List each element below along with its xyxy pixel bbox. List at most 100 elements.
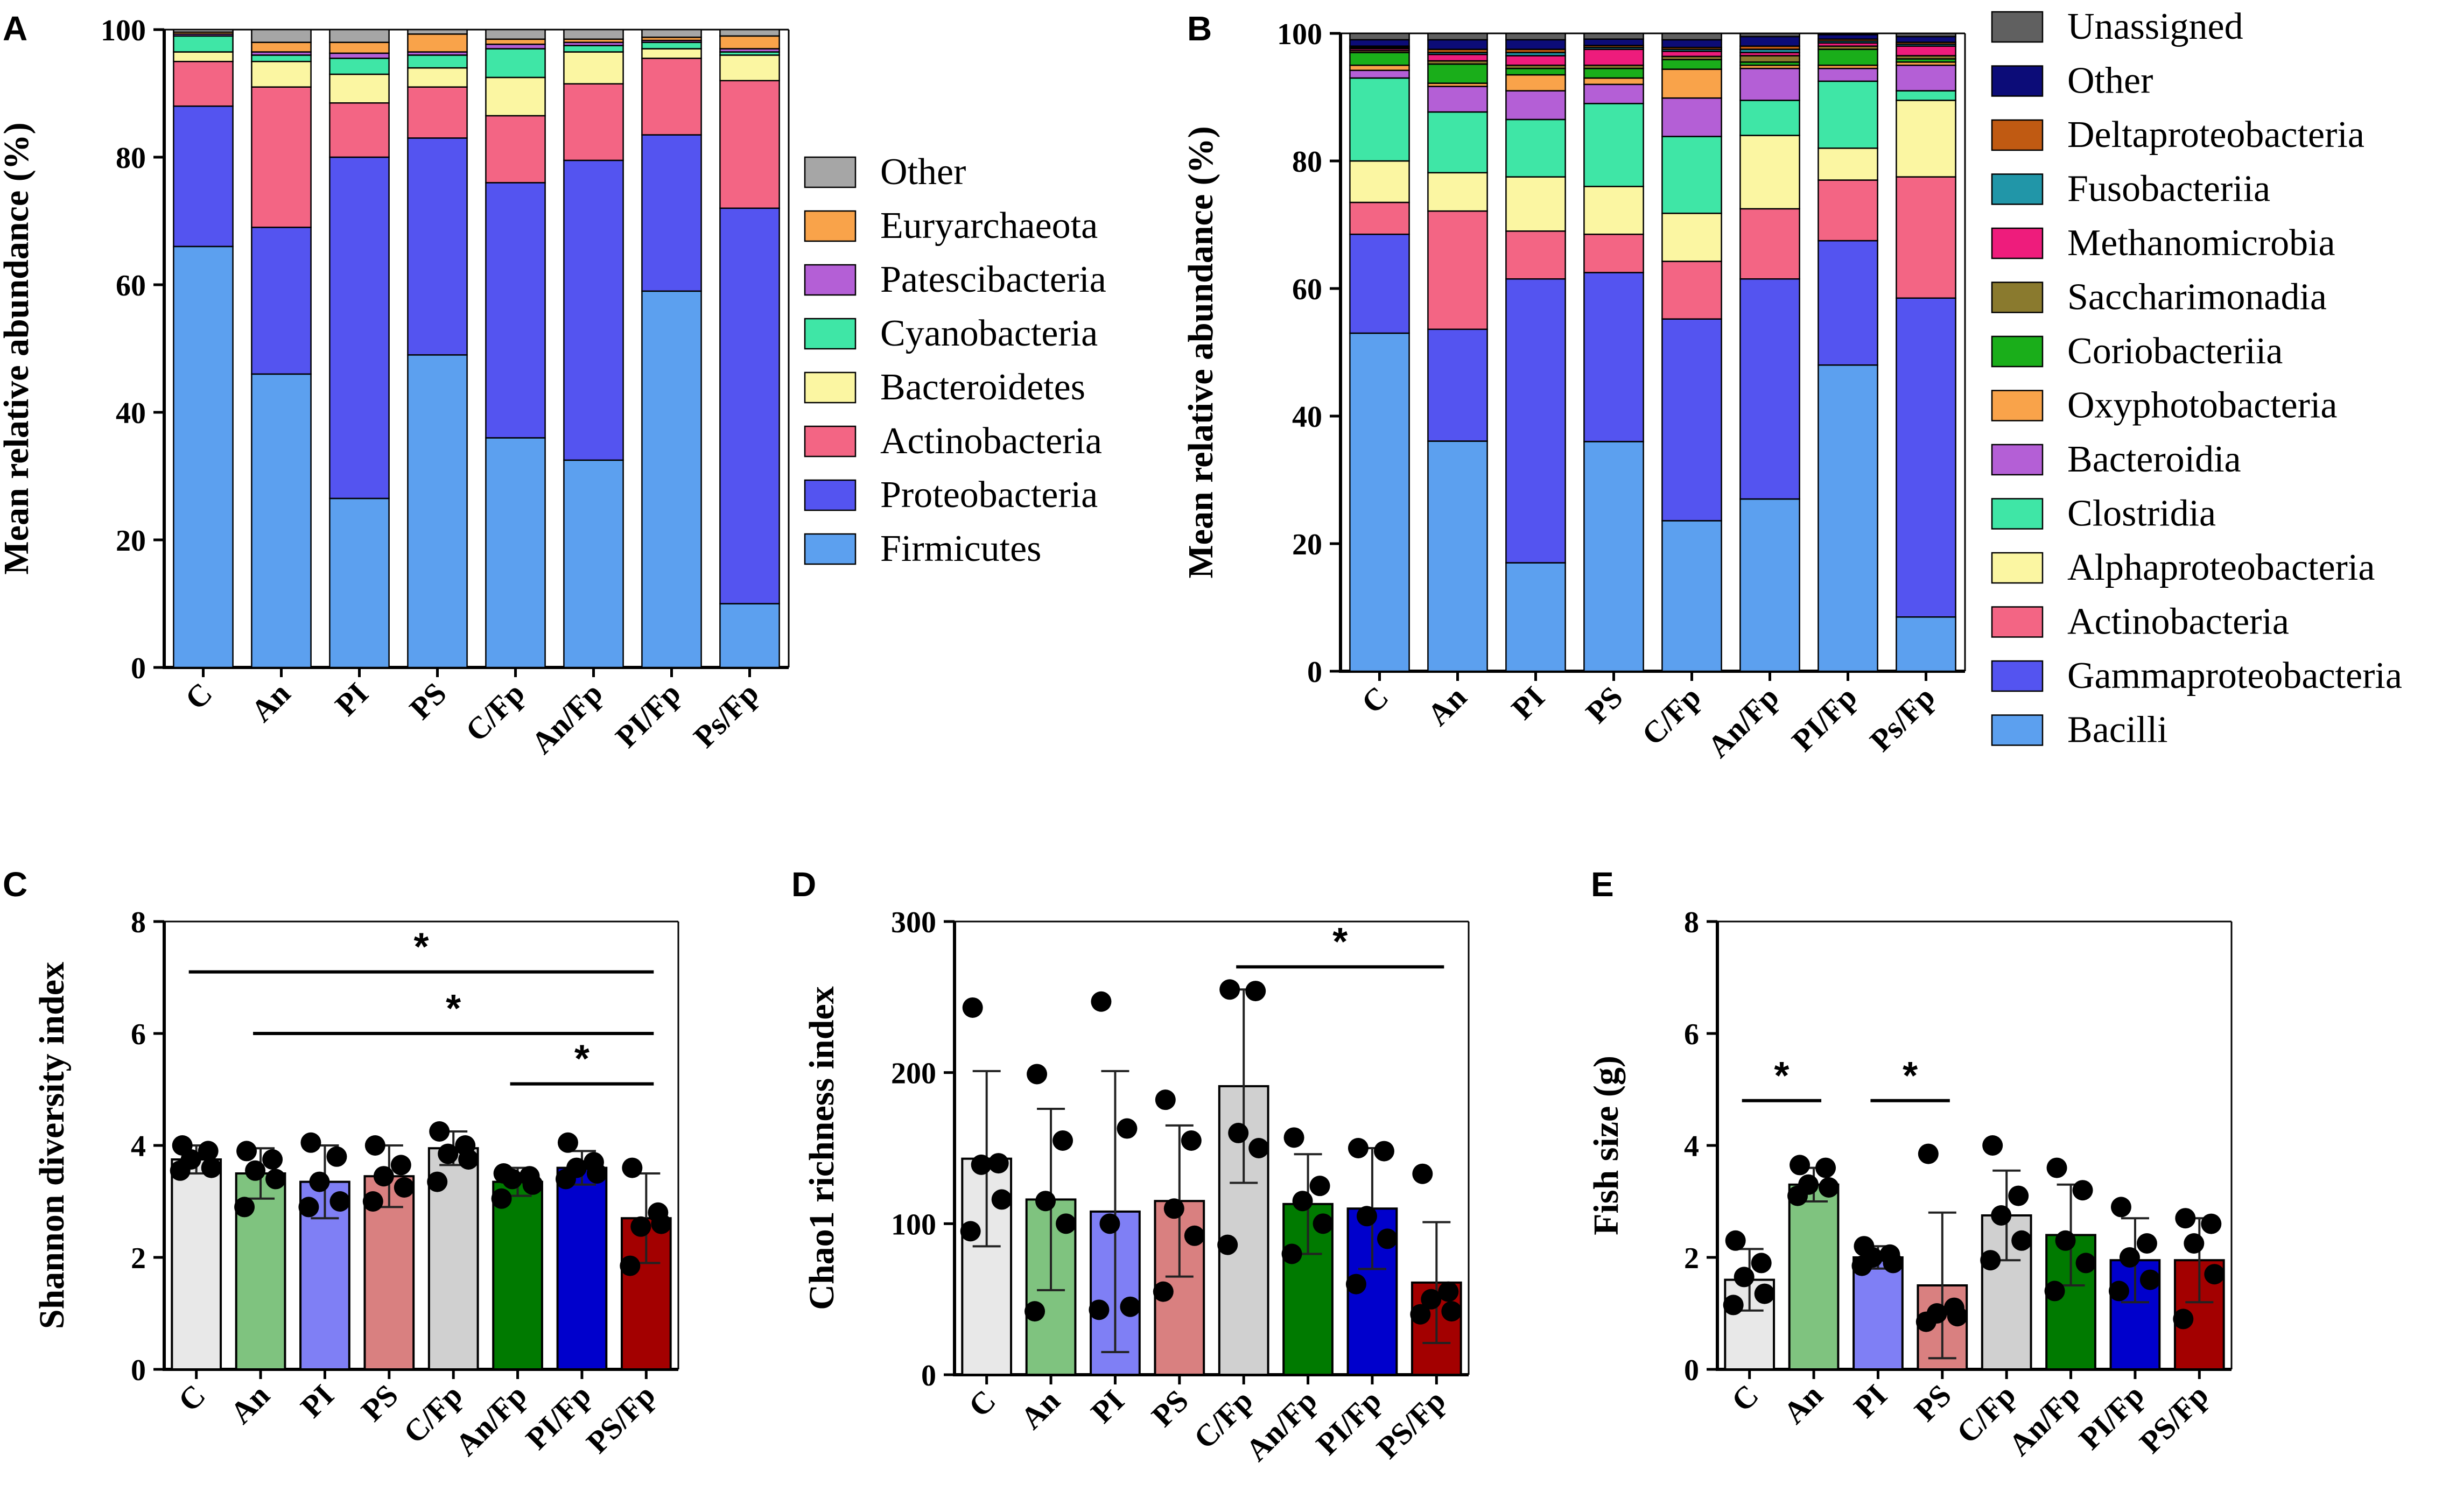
b-bar-pi-fp-unassigned [1818,32,1878,36]
b-bar-c-fp-clostridia [1661,136,1722,214]
c-bar-pi-fp [556,1166,608,1371]
c-x-tick-label-ps: PS [354,1377,405,1428]
e-point-pi-4 [1883,1253,1904,1274]
e-point-c-fp-3 [1991,1205,2012,1226]
c-point-ps-fp-5 [620,1255,641,1276]
b-y-tick-label: 20 [1292,528,1322,561]
a-bar-c-fp-firmicutes [485,437,546,669]
b-bar-ps-fp-bacilli [1896,616,1956,672]
b-legend-label-bacilli: Bacilli [2067,709,2168,751]
a-bar-an-proteobacteria [251,227,312,375]
c-point-ps-5 [362,1191,383,1212]
a-bar-an-fp-other [563,29,624,40]
c-y-tick-label: 4 [131,1130,146,1163]
a-bar-pi-fp-firmicutes [641,290,702,669]
a-y-tick-label: 60 [116,269,146,303]
c-point-an-fp-5 [491,1188,512,1209]
b-bar-ps-fp-gammaproteobacteria [1896,297,1956,618]
d-point-ps-fp-2 [1438,1281,1459,1302]
c-point-ps-1 [364,1135,385,1156]
d-point-ps-fp-5 [1410,1304,1431,1325]
a-bar-an-fp-proteobacteria [563,159,624,461]
b-legend-label-bacteroidia: Bacteroidia [2067,439,2241,480]
b-x-tick-label-pi: PI [1505,679,1552,726]
c-point-pi-3 [309,1171,330,1192]
a-bar-c-cyanobacteria [173,35,234,53]
e-point-ps-1 [1918,1143,1939,1164]
b-bar-c-bacilli [1349,332,1410,672]
c-point-pi-2 [326,1146,347,1167]
a-bar-ps-fp-other [719,29,780,37]
c-x-tick-label-an: An [223,1377,276,1430]
a-legend-swatch-actinobacteria [804,425,857,458]
e-point-pi-fp-4 [2139,1269,2160,1290]
a-bar-pi-fp-other [641,29,702,38]
b-bar-c-other [1349,39,1410,47]
d-x-tick-label-c: C [962,1383,1002,1424]
b-legend-label-actinobacteria: Actinobacteria [2067,601,2289,643]
a-bar-c-firmicutes [173,245,234,669]
e-point-ps-fp-2 [2201,1213,2222,1234]
a-bar-an-cyanobacteria [251,54,312,62]
b-bar-ps-fp-other [1896,36,1956,43]
a-bar-pi-cyanobacteria [329,58,390,75]
e-point-c-fp-5 [1980,1250,2001,1271]
c-point-c-4 [201,1157,222,1178]
e-significance-star-1: * [1774,1054,1789,1098]
b-x-tick-label-c-fp: C/Fp [1635,679,1708,752]
b-legend-swatch-oxyphotobacteria [1991,390,2044,421]
b-bar-pi-gammaproteobacteria [1505,278,1566,564]
d-point-an-5 [1024,1301,1045,1322]
a-bar-c-fp-actinobacteria [485,115,546,184]
b-legend-label-methanomicrobia: Methanomicrobia [2067,222,2335,264]
a-legend-label-actinobacteria: Actinobacteria [880,420,1102,462]
e-point-ps-fp-5 [2173,1309,2194,1330]
c-bar-an-fp [492,1180,543,1371]
b-bar-ps-clostridia [1583,103,1644,187]
a-bar-an-actinobacteria [251,86,312,228]
panel-label-c: C [3,865,27,904]
e-point-an-fp-3 [2055,1230,2076,1251]
b-bar-an-fp-saccharimonadia [1739,55,1800,63]
e-y-axis-title: Fish size (g) [1587,1056,1626,1235]
a-y-tick-label: 0 [131,652,146,685]
b-bar-c-oxyphotobacteria [1349,65,1410,71]
d-point-c-5 [960,1221,981,1242]
d-point-an-fp-2 [1309,1176,1330,1197]
c-point-ps-3 [373,1166,394,1187]
a-x-tick-label-pi-fp: PI/Fp [608,676,687,754]
a-bar-pi-bacteroidetes [329,73,390,104]
a-bar-pi-fp-actinobacteria [641,58,702,136]
a-y-tick-label: 40 [116,397,146,430]
b-bar-an-other [1427,39,1488,50]
b-legend-label-coriobacteriia: Coriobacteriia [2067,330,2283,372]
a-bar-ps-firmicutes [407,354,468,669]
a-legend-label-proteobacteria: Proteobacteria [880,474,1098,516]
b-bar-ps-gammaproteobacteria [1583,272,1644,442]
d-y-axis-title: Chao1 richness index [802,986,841,1310]
d-point-an-4 [1056,1213,1077,1234]
c-y-axis-title: Shannon diversity index [32,962,72,1329]
b-bar-pi-methanomicrobia [1505,55,1566,66]
b-bar-ps-bacteroidia [1583,83,1644,104]
c-point-an-fp-3 [502,1169,523,1190]
b-legend-label-clostridia: Clostridia [2067,493,2216,535]
b-bar-an-gammaproteobacteria [1427,328,1488,442]
e-point-an-fp-2 [2072,1180,2093,1201]
b-bar-c-fp-oxyphotobacteria [1661,68,1722,99]
a-bar-c-other [173,29,234,33]
e-point-c-3 [1734,1267,1755,1288]
b-bar-ps-actinobacteria [1583,234,1644,273]
c-point-c-2 [198,1141,219,1162]
a-legend-swatch-cyanobacteria [804,318,857,350]
a-x-tick-label-ps-fp: Ps/Fp [686,676,765,754]
a-legend-label-cyanobacteria: Cyanobacteria [880,313,1098,354]
e-point-pi-fp-2 [2136,1233,2157,1254]
c-point-ps-fp-3 [630,1216,651,1237]
b-legend-swatch-gammaproteobacteria [1991,660,2044,692]
a-bar-ps-fp-proteobacteria [719,207,780,604]
a-legend-swatch-firmicutes [804,533,857,565]
b-bar-pi-fp-actinobacteria [1818,179,1878,242]
